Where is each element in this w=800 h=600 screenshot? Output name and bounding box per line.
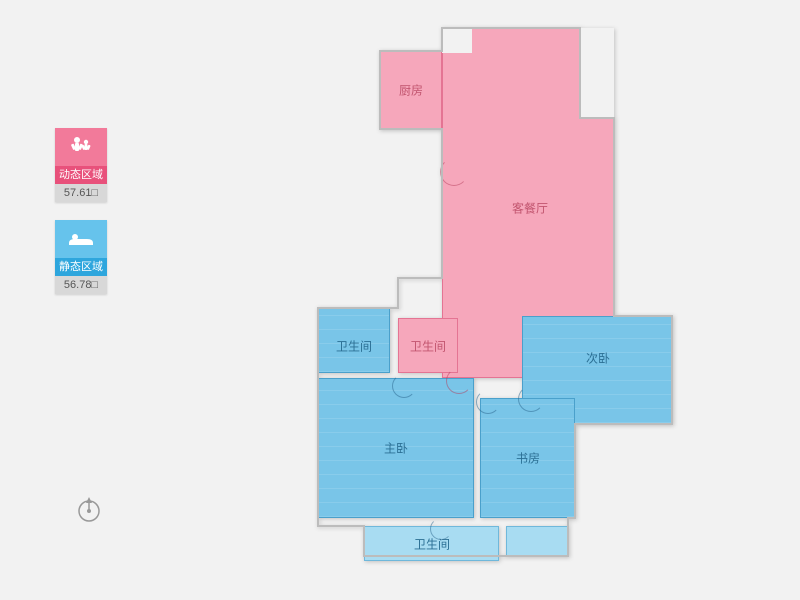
door-arc [446,368,472,394]
door-arc [430,518,452,540]
room-label-bath_blue_t: 卫生间 [336,338,372,355]
legend-dynamic-value: 57.61□ [55,184,107,202]
room-label-study: 书房 [516,450,540,467]
room-balcony [506,526,568,556]
room-label-kitchen: 厨房 [399,82,423,99]
legend-static-value: 56.78□ [55,276,107,294]
door-arc [476,390,500,414]
door-arc [440,158,468,186]
room-label-living: 客餐厅 [512,200,548,217]
legend-panel: 动态区域 57.61□ 静态区域 56.78□ [55,128,107,312]
room-label-second_bed: 次卧 [586,350,610,367]
door-arc [392,374,416,398]
legend-dynamic-label: 动态区域 [55,166,107,184]
room-label-bath_pink: 卫生间 [410,338,446,355]
people-icon [55,128,107,166]
legend-dynamic: 动态区域 57.61□ [55,128,107,202]
compass-icon [75,495,103,528]
sleep-icon [55,220,107,258]
door-arc [518,386,544,412]
legend-static-label: 静态区域 [55,258,107,276]
room-label-master_bed: 主卧 [384,440,408,457]
legend-static: 静态区域 56.78□ [55,220,107,294]
floorplan: 厨房客餐厅卫生间卫生间次卧主卧书房卫生间 [290,28,680,573]
